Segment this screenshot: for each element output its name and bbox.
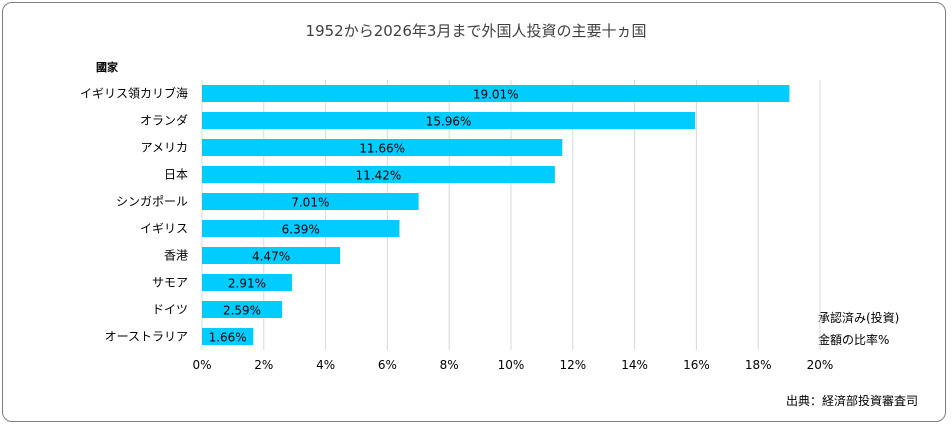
bar [202,220,400,237]
source-note: 出典：経済部投資審査司 [786,394,919,408]
category-label: 香港 [164,249,188,263]
category-label: 日本 [164,168,188,182]
bars [202,85,790,345]
x-tick-label: 4% [316,358,335,372]
x-tick-label: 18% [745,358,772,372]
labels: 0% 2% 4% 6% 8% 10% 12% 14% 16% 18% 20% イギリス領カリブ海 19.… [80,86,833,373]
data-label: 6.39% [282,223,320,237]
x-tick-label: 6% [378,358,397,372]
category-label: オランダ [140,113,188,128]
data-label: 2.91% [228,277,266,291]
bar [202,274,292,291]
data-label: 15.96% [426,115,472,129]
x-tick-label: 2% [254,358,273,372]
x-tick-label: 12% [559,358,586,372]
category-label: シンガポール [116,195,188,209]
category-label: アメリカ [141,141,188,155]
x-tick-label: 14% [621,358,648,372]
x-tick-label: 10% [498,358,525,372]
value-axis-label-line1: 承認済み(投資) [818,311,900,325]
bar [202,247,341,264]
data-label: 7.01% [291,196,329,210]
value-axis-label-line2: 金額の比率% [818,333,890,347]
bar [202,301,283,318]
data-label: 11.42% [356,169,402,183]
data-label: 2.59% [223,304,261,318]
bar [202,85,790,102]
data-label: 4.47% [252,250,290,264]
category-label: イギリス領カリブ海 [80,86,188,101]
bar [202,193,419,210]
bar [202,139,563,156]
chart-frame [2,2,946,422]
bar [202,112,696,129]
category-label: サモア [152,276,188,290]
bar [202,166,555,183]
x-tick-label: 0% [192,358,211,372]
x-tick-label: 16% [683,358,710,372]
category-label: イギリス [140,222,188,236]
bar [202,328,254,345]
data-label: 1.66% [209,331,247,345]
category-axis-label: 國家 [96,61,118,74]
category-label: オーストラリア [105,330,188,344]
data-label: 11.66% [359,142,405,156]
category-label: ドイツ [152,303,188,317]
x-tick-label: 8% [440,358,459,372]
chart-title: 1952から2026年3月まで外国人投資の主要十ヵ国 [305,22,647,40]
data-label: 19.01% [473,88,519,102]
x-tick-label: 20% [807,358,834,372]
